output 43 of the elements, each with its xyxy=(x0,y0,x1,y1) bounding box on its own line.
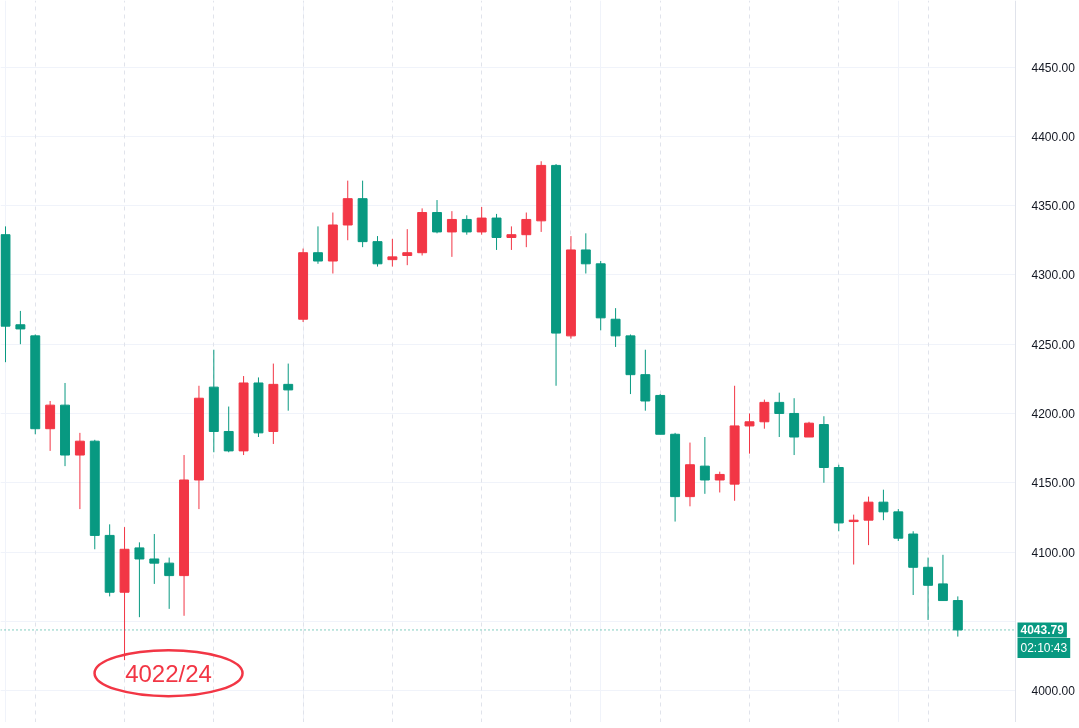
candlestick xyxy=(387,238,398,268)
candlestick xyxy=(714,471,725,493)
candlestick xyxy=(878,489,889,521)
y-tick-label: 4450.00 xyxy=(1031,60,1076,75)
candlestick xyxy=(372,235,383,268)
candlestick xyxy=(923,557,934,621)
y-tick-label: 4400.00 xyxy=(1031,129,1076,144)
candlestick xyxy=(461,214,472,236)
candlestick xyxy=(610,307,621,348)
annotation: 4022/24 xyxy=(125,659,212,687)
y-tick-label: 4100.00 xyxy=(1031,545,1076,560)
y-tick-label: 4200.00 xyxy=(1031,406,1076,421)
y-tick-label: 4300.00 xyxy=(1031,268,1076,283)
candlestick xyxy=(506,225,517,251)
candlestick xyxy=(863,496,874,546)
candlestick xyxy=(432,199,442,234)
candlestick xyxy=(15,310,26,345)
y-tick-label: 4250.00 xyxy=(1031,337,1076,352)
candlestick xyxy=(476,206,487,236)
candlestick xyxy=(759,399,770,430)
candlestick xyxy=(402,228,413,266)
candlestick xyxy=(580,232,591,274)
y-tick-label: 4000.00 xyxy=(1031,684,1076,699)
ref-line-label: 4043.79 xyxy=(1020,623,1065,638)
candlestick xyxy=(774,392,785,438)
candlestick xyxy=(74,432,85,510)
candlestick xyxy=(164,557,175,610)
candlestick xyxy=(744,412,755,455)
candlestick xyxy=(283,363,294,412)
candlestick xyxy=(446,210,457,258)
candlestick xyxy=(789,397,800,456)
candlestick xyxy=(223,406,234,453)
candlestick xyxy=(313,225,323,265)
candlestick xyxy=(937,554,948,602)
candlestick xyxy=(134,541,145,618)
text: 02:10:43 xyxy=(1020,640,1068,655)
y-tick-label: 4150.00 xyxy=(1031,476,1076,491)
y-tick-label: 4350.00 xyxy=(1031,199,1076,214)
candlestick xyxy=(521,212,532,248)
candlestick xyxy=(699,436,710,495)
candlestick xyxy=(45,400,56,452)
candlestick xyxy=(149,533,160,585)
candlestick xyxy=(491,213,502,251)
